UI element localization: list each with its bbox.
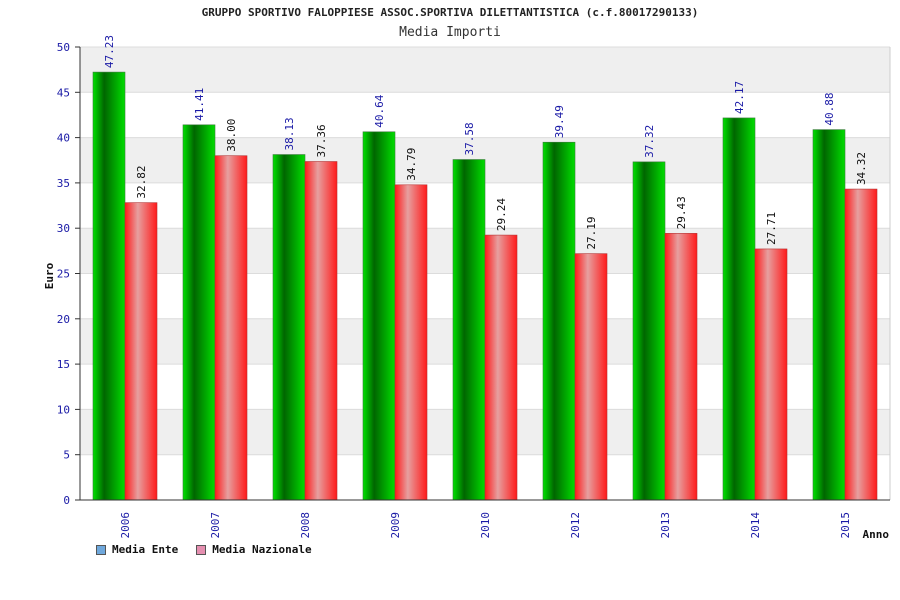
- y-tick-label: 30: [57, 222, 70, 235]
- x-tick-label: 2015: [839, 512, 852, 539]
- y-axis-label: Euro: [43, 262, 56, 289]
- bar-media-nazionale-2012: [574, 253, 608, 501]
- bar-media-nazionale-2010: [484, 234, 518, 501]
- x-tick-label: 2013: [659, 512, 672, 539]
- chart-subtitle: Media Importi: [399, 25, 501, 40]
- bar-value-label: 29.24: [495, 198, 508, 231]
- y-tick-label: 50: [57, 41, 70, 54]
- y-tick-label: 10: [57, 403, 70, 416]
- bar-value-label: 41.41: [193, 88, 206, 121]
- bar-value-label: 38.13: [283, 117, 296, 150]
- y-tick-label: 40: [57, 132, 70, 145]
- bar-value-label: 27.19: [585, 217, 598, 250]
- legend-item-media-nazionale: Media Nazionale: [196, 543, 312, 556]
- bar-media-ente-2012: [542, 141, 576, 501]
- bar-media-ente-2010: [452, 159, 486, 501]
- x-axis-label: Anno: [863, 528, 890, 541]
- bar-media-ente-2009: [362, 131, 396, 501]
- bar-media-nazionale-2014: [754, 248, 788, 501]
- bar-media-nazionale-2007: [214, 155, 248, 501]
- bar-media-nazionale-2006: [124, 202, 158, 501]
- bar-value-label: 42.17: [733, 81, 746, 114]
- y-tick-label: 0: [63, 494, 70, 507]
- x-tick-label: 2010: [479, 512, 492, 539]
- y-axis: 0 5 10 15 20 25 30 35 40 45 50: [57, 41, 81, 507]
- legend-swatch-media-nazionale: [196, 544, 207, 555]
- x-tick-label: 2014: [749, 512, 762, 539]
- legend-label-media-ente: Media Ente: [112, 543, 179, 556]
- y-tick-label: 15: [57, 358, 70, 371]
- y-tick-label: 25: [57, 268, 70, 281]
- bar-media-nazionale-2013: [664, 233, 698, 501]
- bars: [92, 71, 878, 501]
- bar-value-label: 37.32: [643, 125, 656, 158]
- y-tick-label: 20: [57, 313, 70, 326]
- x-tick-label: 2006: [119, 512, 132, 539]
- bar-value-label: 27.71: [765, 212, 778, 245]
- legend-item-media-ente: Media Ente: [96, 543, 178, 556]
- bar-value-label: 47.23: [103, 35, 116, 68]
- x-axis: 2006 2007 2008 2009 2010 2012 2013 2014 2015: [80, 499, 890, 539]
- bar-media-ente-2007: [182, 124, 216, 501]
- bar-media-ente-2006: [92, 71, 126, 501]
- bar-value-label: 38.00: [225, 119, 238, 152]
- x-tick-label: 2008: [299, 512, 312, 539]
- chart-title: GRUPPO SPORTIVO FALOPPIESE ASSOC.SPORTIV…: [201, 6, 699, 19]
- legend-swatch-media-ente: [96, 544, 106, 555]
- bar-value-label: 34.32: [855, 152, 868, 185]
- x-tick-label: 2007: [209, 512, 222, 539]
- legend-label-media-nazionale: Media Nazionale: [212, 543, 312, 556]
- bar-labels: 47.23 32.82 41.41 38.00 38.13 37.36 40.64 34.79…: [103, 35, 868, 250]
- bar-media-ente-2015: [812, 129, 846, 501]
- bar-value-label: 39.49: [553, 105, 566, 138]
- bar-media-ente-2013: [632, 161, 666, 501]
- bar-media-nazionale-2015: [844, 188, 878, 501]
- x-tick-label: 2009: [389, 512, 402, 539]
- bar-value-label: 37.58: [463, 122, 476, 155]
- bar-value-label: 29.43: [675, 196, 688, 229]
- grid-band: [80, 47, 890, 93]
- bar-value-label: 40.64: [373, 94, 386, 127]
- bar-media-nazionale-2009: [394, 184, 428, 501]
- bar-value-label: 37.36: [315, 124, 328, 157]
- bar-media-ente-2008: [272, 154, 306, 501]
- y-tick-label: 45: [57, 86, 70, 99]
- bar-value-label: 32.82: [135, 166, 148, 199]
- y-tick-label: 5: [63, 449, 70, 462]
- bar-media-ente-2014: [722, 117, 756, 501]
- bar-value-label: 34.79: [405, 148, 418, 181]
- bar-media-nazionale-2008: [304, 161, 338, 501]
- x-tick-label: 2012: [569, 512, 582, 539]
- y-tick-label: 35: [57, 177, 70, 190]
- bar-value-label: 40.88: [823, 93, 836, 126]
- legend: Media Ente Media Nazionale: [96, 543, 312, 556]
